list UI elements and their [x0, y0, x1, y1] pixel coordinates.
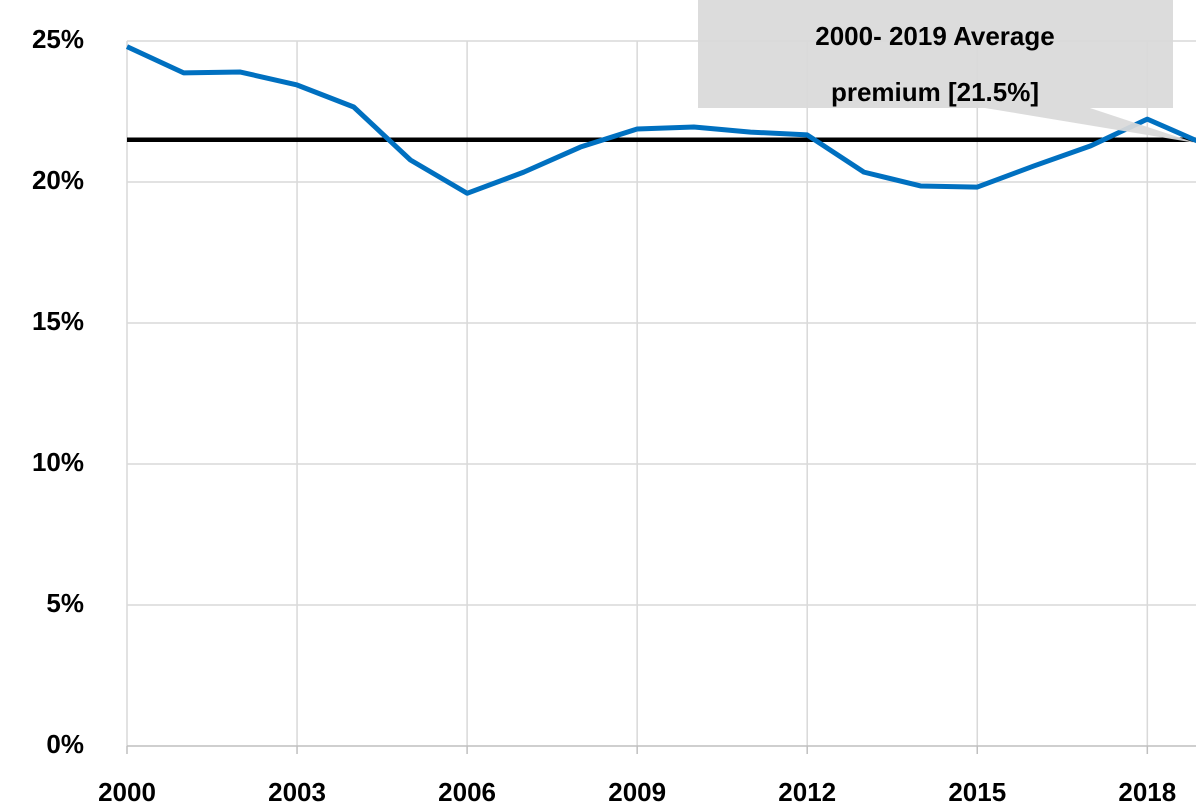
y-tick-label: 20% [32, 165, 84, 195]
x-tick-label: 2003 [268, 777, 326, 807]
x-tick-label: 2012 [778, 777, 836, 807]
x-tick-label: 2006 [438, 777, 496, 807]
x-tick-label: 2000 [98, 777, 156, 807]
y-tick-label: 10% [32, 447, 84, 477]
callout-box [698, 0, 1196, 143]
x-tick-label: 2015 [948, 777, 1006, 807]
y-tick-label: 0% [46, 729, 84, 759]
y-tick-label: 5% [46, 588, 84, 618]
y-tick-label: 15% [32, 306, 84, 336]
callout-text: premium [21.5%] [831, 77, 1039, 107]
x-tick-label: 2009 [608, 777, 666, 807]
y-tick-label: 25% [32, 24, 84, 54]
callout-text: 2000- 2019 Average [815, 21, 1054, 51]
line-series [125, 44, 1196, 196]
x-tick-label: 2018 [1118, 777, 1176, 807]
